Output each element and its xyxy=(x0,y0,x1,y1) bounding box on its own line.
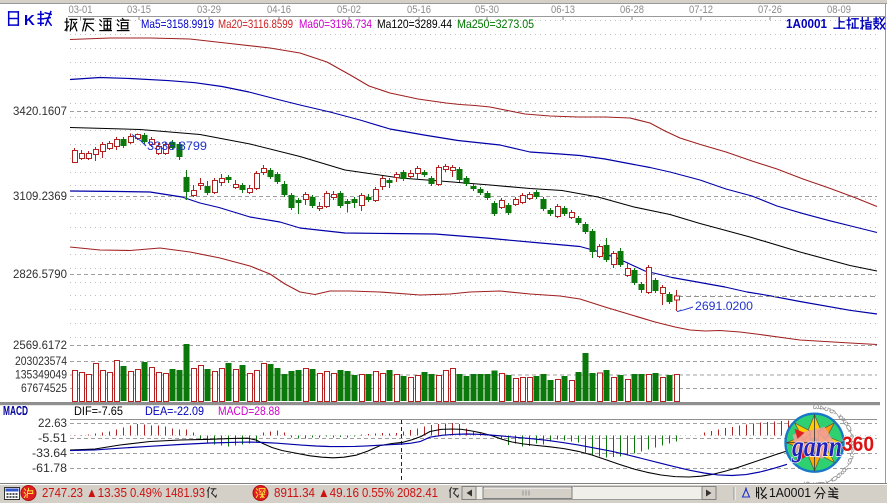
svg-text:9: 9 xyxy=(840,418,850,429)
svg-text:▲49.16: ▲49.16 xyxy=(318,485,359,500)
svg-text:6: 6 xyxy=(827,408,838,417)
svg-text:-61.78: -61.78 xyxy=(32,461,67,475)
svg-text:04-16: 04-16 xyxy=(267,4,291,16)
svg-text:Ma5=3158.9919: Ma5=3158.9919 xyxy=(141,17,214,31)
svg-text:8: 8 xyxy=(838,466,848,477)
svg-text:DEA=-22.09: DEA=-22.09 xyxy=(145,404,204,418)
svg-text:K: K xyxy=(24,12,35,29)
svg-text:203023574: 203023574 xyxy=(15,354,67,368)
svg-text:3420.1607: 3420.1607 xyxy=(13,104,67,118)
svg-text:03-29: 03-29 xyxy=(197,4,221,16)
svg-text:MACD: MACD xyxy=(3,403,28,418)
svg-text:0: 0 xyxy=(844,422,854,433)
svg-text:2: 2 xyxy=(849,433,856,444)
svg-text:5: 5 xyxy=(848,451,855,462)
svg-text:Ma120=3289.44: Ma120=3289.44 xyxy=(377,17,452,31)
svg-text:2747.23: 2747.23 xyxy=(42,485,83,500)
svg-text:05-30: 05-30 xyxy=(475,4,499,16)
svg-text:3: 3 xyxy=(811,405,821,410)
svg-text:0: 0 xyxy=(829,474,840,484)
svg-text:6: 6 xyxy=(845,456,853,467)
svg-text:Ma60=3196.734: Ma60=3196.734 xyxy=(299,17,372,31)
svg-text:3109.2369: 3109.2369 xyxy=(13,189,67,203)
svg-text:9: 9 xyxy=(834,470,845,481)
svg-text:1481.93: 1481.93 xyxy=(165,485,205,500)
svg-text:1: 1 xyxy=(824,477,835,486)
svg-text:4: 4 xyxy=(850,445,856,455)
svg-text:DIF=-7.65: DIF=-7.65 xyxy=(74,404,123,418)
svg-text:7: 7 xyxy=(832,410,843,420)
svg-text:03-15: 03-15 xyxy=(127,4,151,16)
svg-text:07-26: 07-26 xyxy=(758,4,782,16)
svg-text:5: 5 xyxy=(822,406,833,413)
svg-text:06-28: 06-28 xyxy=(620,4,644,16)
svg-text:135349049: 135349049 xyxy=(15,368,67,382)
svg-text:22.63: 22.63 xyxy=(38,416,67,430)
svg-text:360: 360 xyxy=(842,433,874,456)
svg-text:8911.34: 8911.34 xyxy=(274,485,315,500)
svg-text:8: 8 xyxy=(837,414,848,424)
svg-text:3338.8799: 3338.8799 xyxy=(147,139,207,153)
svg-text:MACD=28.88: MACD=28.88 xyxy=(218,404,280,418)
svg-text:07-12: 07-12 xyxy=(689,4,713,16)
svg-text:0.55%: 0.55% xyxy=(362,485,394,500)
svg-text:05-02: 05-02 xyxy=(337,4,361,16)
svg-text:2082.41: 2082.41 xyxy=(397,485,438,500)
svg-text:Ma20=3116.8599: Ma20=3116.8599 xyxy=(218,17,293,31)
svg-text:05-16: 05-16 xyxy=(407,4,431,16)
svg-text:gann: gann xyxy=(791,430,842,463)
svg-text:▲13.35: ▲13.35 xyxy=(86,485,127,500)
svg-text:-33.64: -33.64 xyxy=(32,446,67,460)
svg-text:Ma250=3273.05: Ma250=3273.05 xyxy=(457,17,534,31)
svg-text:1A0001: 1A0001 xyxy=(769,485,811,500)
svg-text:06-13: 06-13 xyxy=(551,4,575,16)
svg-text:1A0001: 1A0001 xyxy=(786,16,827,31)
svg-text:0.49%: 0.49% xyxy=(130,485,162,500)
svg-text:2826.5790: 2826.5790 xyxy=(13,267,67,281)
svg-text:1: 1 xyxy=(847,428,856,439)
svg-text:4: 4 xyxy=(817,405,828,411)
svg-text:7: 7 xyxy=(842,461,851,472)
svg-text:67674525: 67674525 xyxy=(21,381,67,395)
svg-text:03-01: 03-01 xyxy=(69,4,93,16)
svg-text:3: 3 xyxy=(850,439,856,449)
svg-text:-5.51: -5.51 xyxy=(38,431,67,445)
svg-text:2569.6172: 2569.6172 xyxy=(13,338,67,352)
svg-text:08-09: 08-09 xyxy=(827,4,851,16)
svg-text:2691.0200: 2691.0200 xyxy=(695,299,753,313)
